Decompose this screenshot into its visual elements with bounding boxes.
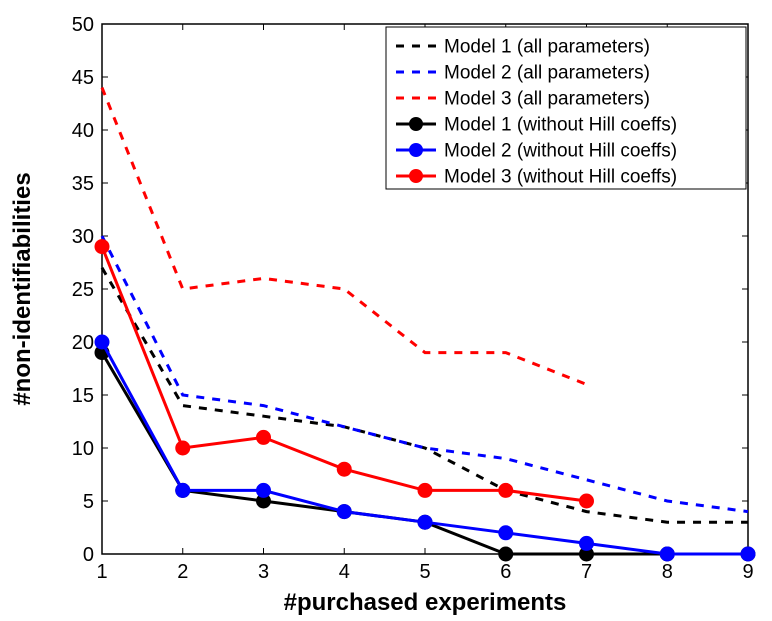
series-marker-m3_wo (418, 483, 432, 497)
x-tick-label: 6 (500, 561, 511, 583)
y-tick-label: 5 (83, 491, 94, 513)
y-tick-label: 35 (72, 173, 94, 195)
series-marker-m2_wo (741, 547, 755, 561)
legend-marker-m2_wo (409, 143, 423, 157)
series-marker-m2_wo (176, 483, 190, 497)
series-marker-m3_wo (337, 462, 351, 476)
series-marker-m3_wo (176, 441, 190, 455)
x-tick-label: 1 (96, 561, 107, 583)
x-axis-label: #purchased experiments (284, 589, 567, 616)
x-tick-label: 7 (581, 561, 592, 583)
legend-label-m1_all: Model 1 (all parameters) (444, 37, 650, 58)
legend-marker-m3_wo (409, 169, 423, 183)
y-tick-label: 10 (72, 438, 94, 460)
legend-label-m1_wo: Model 1 (without Hill coeffs) (444, 115, 677, 136)
series-marker-m2_wo (660, 547, 674, 561)
y-tick-label: 15 (72, 385, 94, 407)
series-marker-m3_wo (499, 483, 513, 497)
series-marker-m3_wo (95, 240, 109, 254)
y-tick-label: 45 (72, 67, 94, 89)
legend-label-m3_all: Model 3 (all parameters) (444, 89, 650, 110)
series-marker-m3_wo (580, 494, 594, 508)
y-tick-label: 0 (83, 544, 94, 566)
series-marker-m2_wo (499, 526, 513, 540)
series-marker-m1_wo (499, 547, 513, 561)
legend: Model 1 (all parameters) Model 2 (all par… (386, 27, 746, 189)
x-tick-label: 8 (662, 561, 673, 583)
y-tick-label: 30 (72, 226, 94, 248)
legend-label-m2_wo: Model 2 (without Hill coeffs) (444, 141, 677, 162)
y-axis-label: #non-identifiabilities (9, 172, 36, 405)
legend-label-m3_wo: Model 3 (without Hill coeffs) (444, 167, 677, 188)
series-marker-m2_wo (337, 505, 351, 519)
legend-marker-m1_wo (409, 117, 423, 131)
legend-label-m2_all: Model 2 (all parameters) (444, 63, 650, 84)
x-tick-label: 3 (258, 561, 269, 583)
y-tick-label: 20 (72, 332, 94, 354)
y-tick-label: 40 (72, 120, 94, 142)
y-tick-label: 50 (72, 14, 94, 36)
series-marker-m2_wo (95, 335, 109, 349)
y-tick-label: 25 (72, 279, 94, 301)
x-tick-label: 5 (419, 561, 430, 583)
series-marker-m2_wo (257, 483, 271, 497)
line-chart: 12345678905101520253035404550#purchased … (0, 0, 772, 621)
series-marker-m2_wo (418, 515, 432, 529)
x-tick-label: 2 (177, 561, 188, 583)
x-tick-label: 9 (742, 561, 753, 583)
x-tick-label: 4 (339, 561, 350, 583)
chart-container: 12345678905101520253035404550#purchased … (0, 0, 772, 621)
series-marker-m2_wo (580, 536, 594, 550)
series-marker-m3_wo (257, 430, 271, 444)
